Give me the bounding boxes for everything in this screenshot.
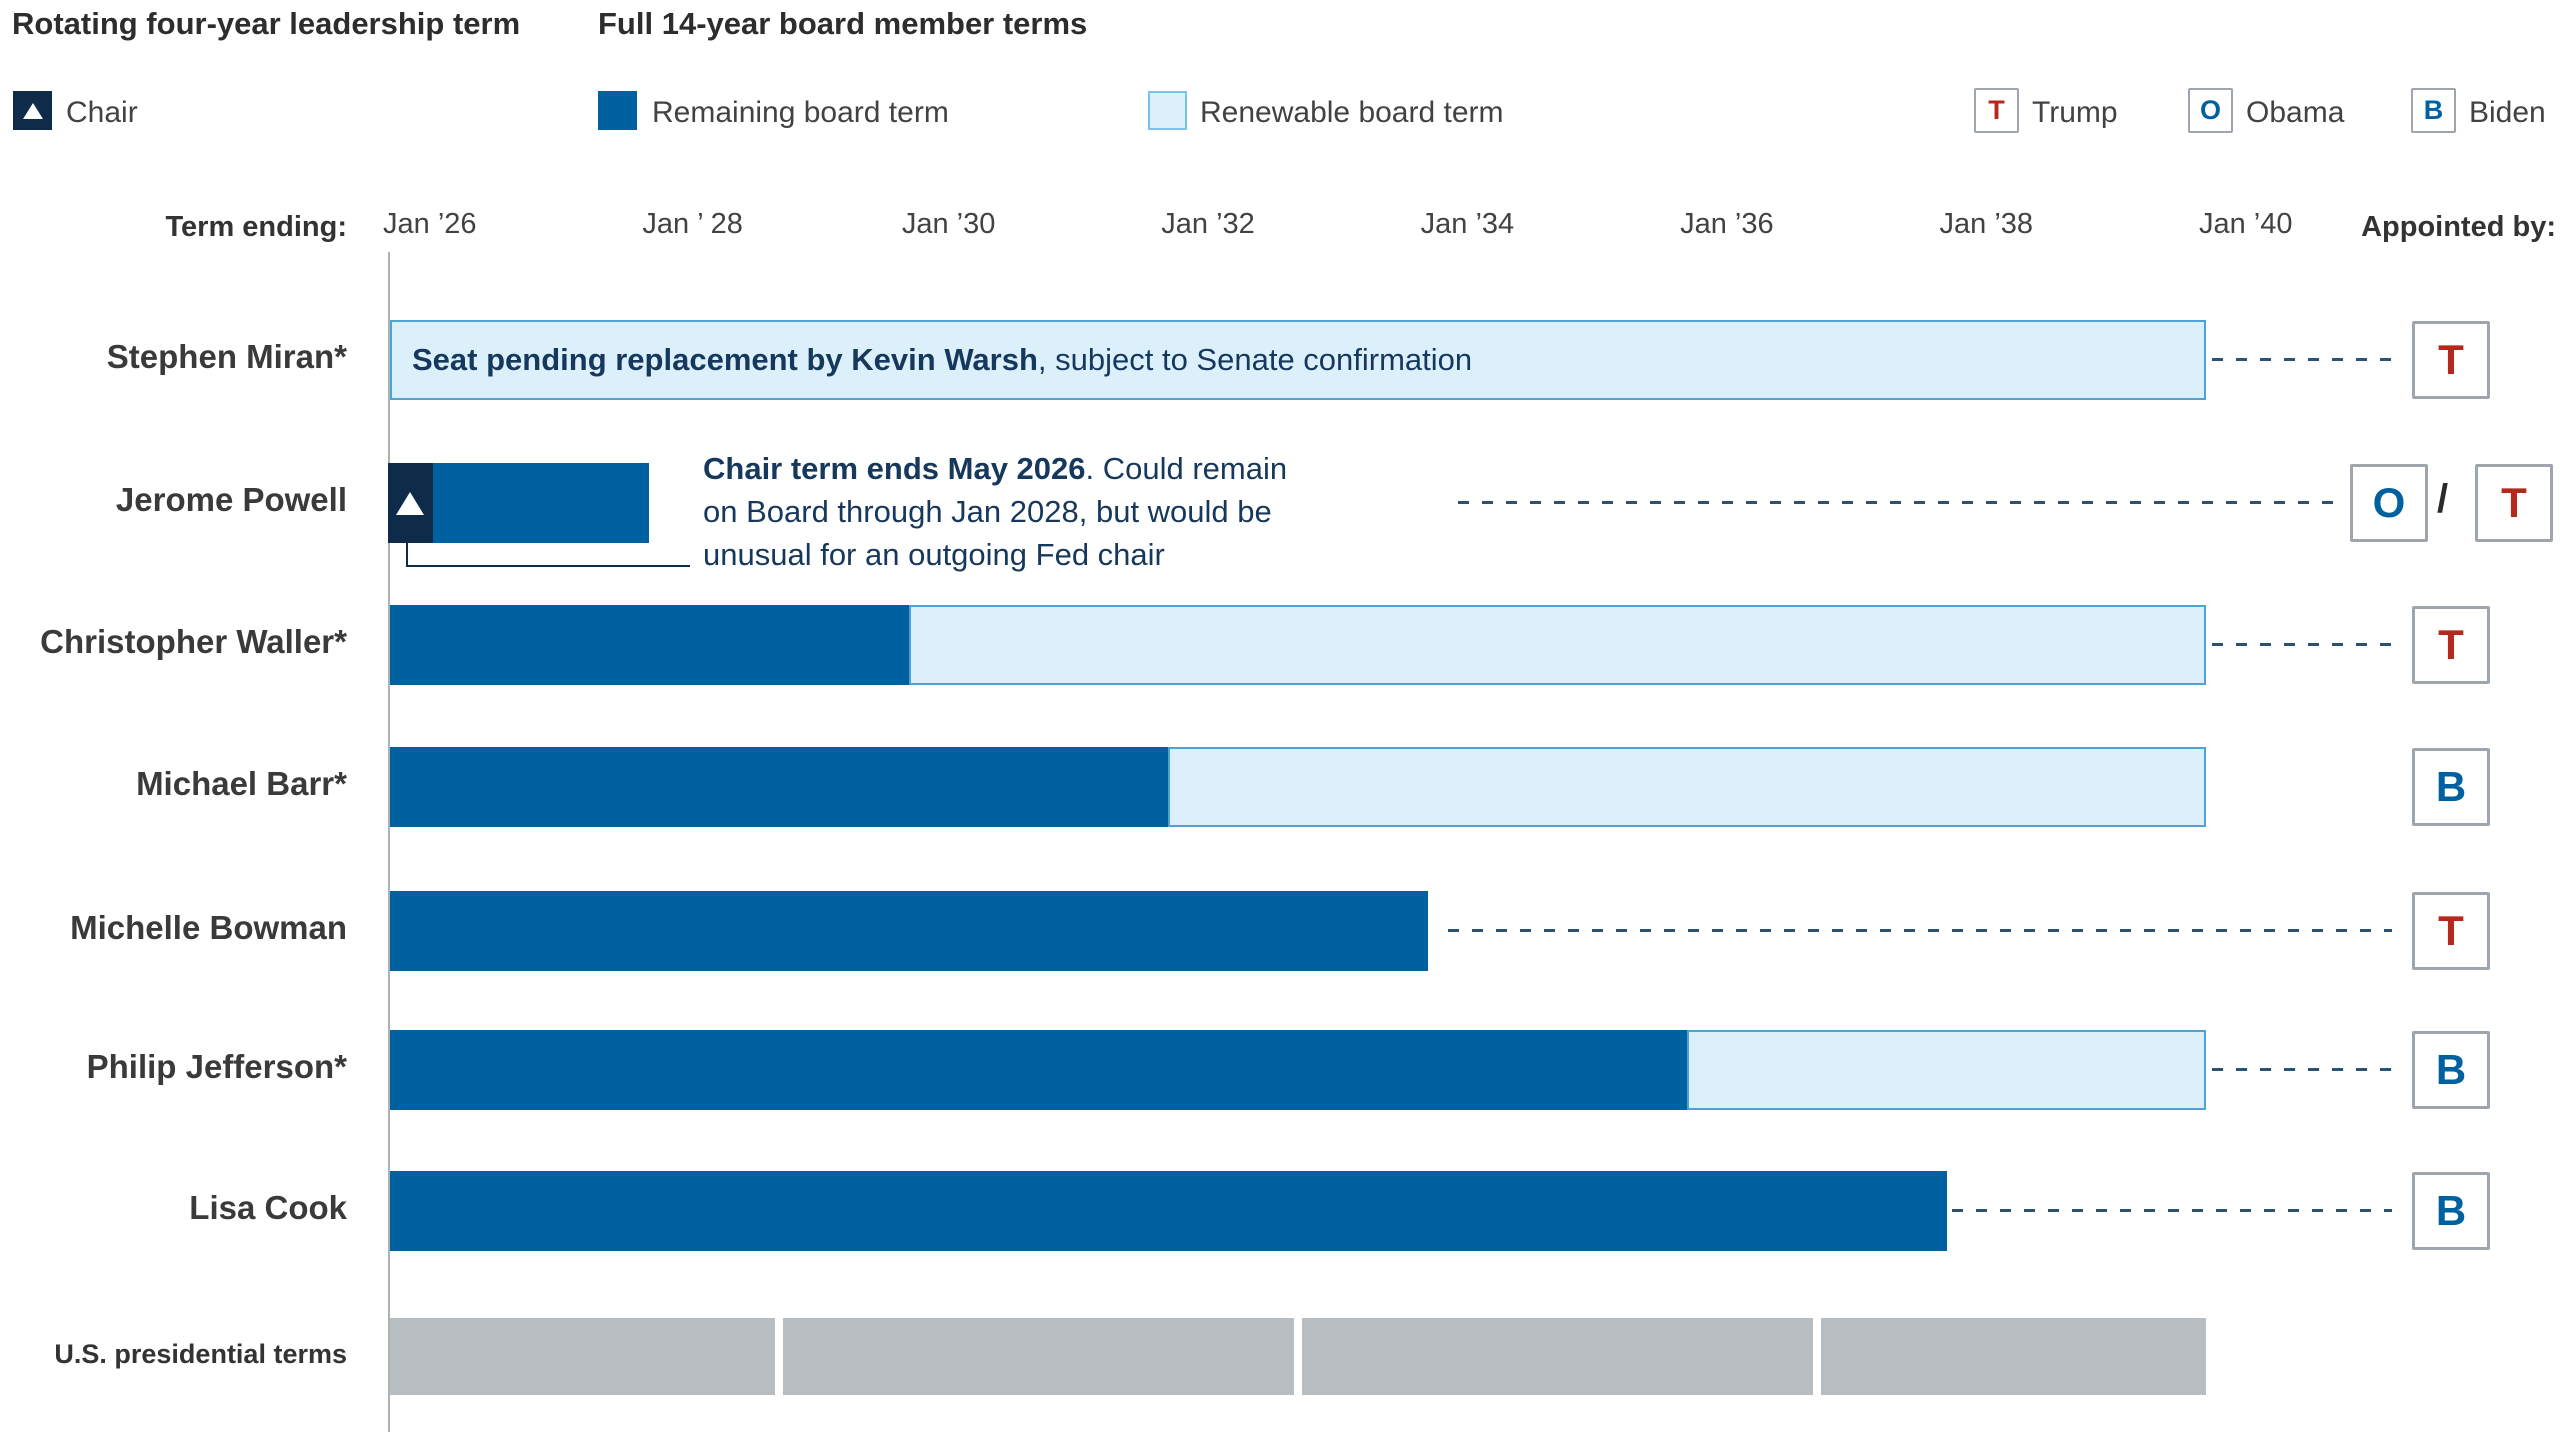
obama-legend-label: Obama (2246, 96, 2345, 129)
presidential-term-segment (1820, 1317, 2206, 1395)
leader-line (1448, 929, 2392, 932)
axis-tick: Jan ’38 (1939, 208, 2034, 240)
bar-note-regular: , subject to Senate confirmation (1037, 342, 1473, 377)
bar-note-bold: Seat pending replacement by Kevin Warsh (412, 342, 1038, 377)
axis-tick: Jan ’40 (2198, 208, 2293, 240)
biden-legend-label: Biden (2469, 96, 2546, 129)
presidential-term-segment (390, 1317, 776, 1395)
badge-letter: B (2435, 763, 2467, 810)
trump-badge-letter: T (1988, 95, 2005, 125)
axis-tick: Jan ’36 (1680, 208, 1774, 240)
bar-segment-renewable (390, 320, 2206, 400)
bar-segment-renewable (908, 605, 2206, 685)
appointed-badge: B (2412, 748, 2490, 826)
bar-note: Seat pending replacement by Kevin Warsh,… (412, 320, 1472, 400)
renewable-term-label: Renewable board term (1200, 96, 1504, 129)
axis-tick: Jan ’34 (1420, 208, 1515, 240)
annotation-line2: on Board through Jan 2028, but would be (703, 494, 1272, 529)
leader-line (2212, 643, 2392, 646)
y-axis-line (388, 252, 390, 1432)
board-terms-title: Full 14-year board member terms (598, 6, 1088, 41)
appointed-badge: T (2412, 606, 2490, 684)
badge-letter: B (2435, 1046, 2467, 1093)
badge-letter: T (2501, 479, 2527, 526)
presidential-terms-label: U.S. presidential terms (54, 1339, 347, 1369)
member-name: Michelle Bowman (70, 909, 347, 946)
appointed-badge: T (2412, 321, 2490, 399)
axis-tick: Jan ’32 (1161, 208, 1255, 240)
slash-separator: / (2437, 477, 2449, 521)
term-ending-label: Term ending: (165, 211, 347, 243)
member-name: Christopher Waller* (40, 623, 347, 660)
chair-triangle-icon (396, 491, 425, 515)
member-name: Philip Jefferson* (86, 1048, 347, 1085)
badge-letter: T (2438, 621, 2464, 668)
remaining-term-swatch (598, 91, 637, 130)
leader-line (1952, 1209, 2392, 1212)
trump-legend-label: Trump (2032, 96, 2118, 129)
annotation-line3: unusual for an outgoing Fed chair (703, 537, 1165, 572)
bar-segment-remaining (390, 605, 909, 685)
chair-annotation: Chair term ends May 2026. Could remain on… (703, 447, 1287, 576)
appointed-badge: B (2412, 1172, 2490, 1250)
member-name: Lisa Cook (189, 1189, 347, 1226)
bar-segment-renewable (1687, 1030, 2206, 1110)
badge-letter: T (2438, 336, 2464, 383)
member-name: Stephen Miran* (106, 338, 347, 375)
appointed-badge: O (2350, 464, 2428, 542)
appointed-badge: B (2412, 1031, 2490, 1109)
badge-letter: B (2435, 1187, 2467, 1234)
leader-line (1458, 501, 2335, 504)
chair-marker (388, 463, 433, 543)
member-name: Jerome Powell (115, 481, 347, 518)
bar-segment-remaining (390, 1171, 1947, 1251)
annotation-bold: Chair term ends May 2026 (703, 451, 1086, 486)
chair-triangle-icon (22, 102, 43, 119)
appointed-badge: T (2475, 464, 2553, 542)
chair-legend-swatch (13, 91, 52, 130)
annotation-line1: Chair term ends May 2026. Could remain (703, 451, 1288, 486)
appointed-badge: T (2412, 892, 2490, 970)
bar-segment-remaining (390, 891, 1428, 971)
annotation-pointer-horizontal (406, 565, 690, 567)
obama-badge-letter: O (2199, 95, 2221, 125)
bar-segment-remaining (390, 747, 1169, 827)
renewable-term-swatch (1148, 91, 1187, 130)
appointed-by-label: Appointed by: (2361, 211, 2556, 243)
presidential-term-segment (783, 1317, 1294, 1395)
biden-badge-letter: B (2423, 95, 2444, 125)
axis-tick: Jan ’ 28 (642, 208, 743, 240)
axis-tick: Jan ’26 (383, 208, 477, 240)
bar-segment-renewable (1168, 747, 2206, 827)
leader-line (2212, 358, 2392, 361)
badge-letter: T (2438, 907, 2464, 954)
presidential-term-segment (1301, 1317, 1813, 1395)
member-name: Michael Barr* (136, 765, 347, 802)
axis-tick: Jan ’30 (901, 208, 996, 240)
annotation-pointer-vertical (406, 543, 408, 567)
biden-badge: B (2411, 88, 2456, 133)
bar-segment-remaining (432, 463, 650, 543)
obama-badge: O (2188, 88, 2233, 133)
chair-legend-label: Chair (66, 96, 138, 129)
leader-line (2212, 1068, 2392, 1071)
remaining-term-label: Remaining board term (652, 96, 949, 129)
leadership-term-title: Rotating four-year leadership term (12, 6, 521, 41)
trump-badge: T (1974, 88, 2019, 133)
bar-segment-remaining (390, 1030, 1688, 1110)
badge-letter: O (2372, 479, 2406, 526)
